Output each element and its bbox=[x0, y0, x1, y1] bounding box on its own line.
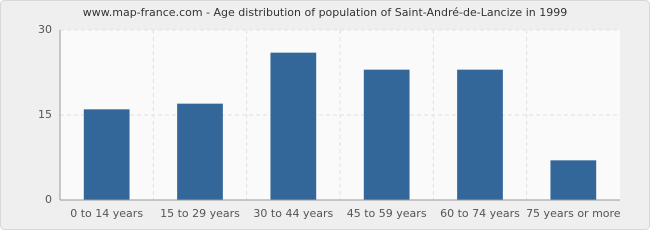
chart-title: www.map-france.com - Age distribution of… bbox=[83, 6, 567, 19]
bar bbox=[83, 109, 130, 200]
bar bbox=[177, 103, 223, 200]
bar bbox=[270, 52, 317, 200]
y-tick-label: 15 bbox=[38, 108, 52, 121]
bar bbox=[550, 160, 597, 200]
y-tick-label: 0 bbox=[45, 193, 52, 206]
bar bbox=[363, 69, 410, 201]
x-tick-label: 0 to 14 years bbox=[70, 207, 143, 220]
x-tick-label: 15 to 29 years bbox=[160, 207, 240, 220]
x-tick-label: 30 to 44 years bbox=[253, 207, 333, 220]
x-tick-label: 45 to 59 years bbox=[347, 207, 427, 220]
x-tick-label: 60 to 74 years bbox=[440, 207, 520, 220]
y-tick-label: 30 bbox=[38, 23, 52, 36]
chart: www.map-france.com - Age distribution of… bbox=[0, 0, 650, 230]
x-tick-label: 75 years or more bbox=[526, 207, 621, 220]
bar bbox=[457, 69, 503, 201]
